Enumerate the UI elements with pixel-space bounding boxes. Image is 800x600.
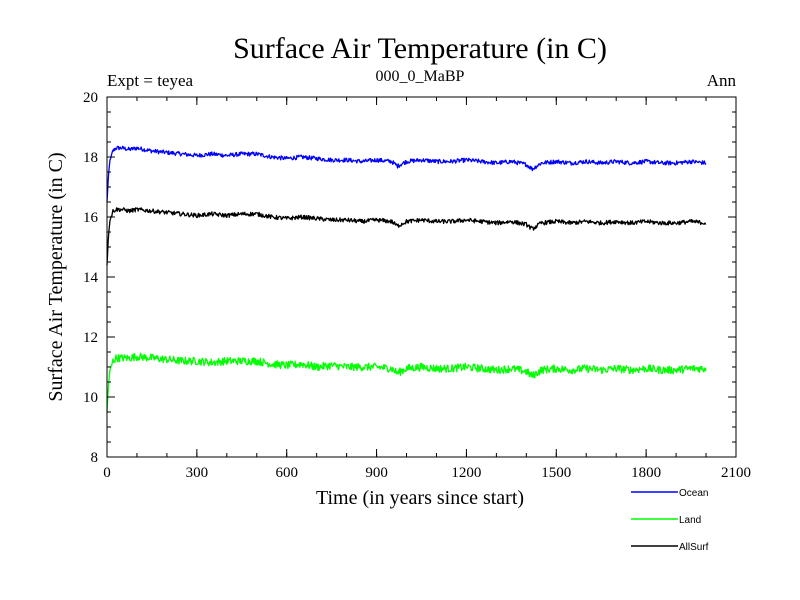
y-tick-label: 16 [83,210,99,226]
experiment-label: Expt = teyea [107,71,194,90]
y-tick-label: 10 [83,390,98,406]
legend: Ocean Land AllSurf [631,488,709,553]
x-tick-label: 900 [365,465,388,481]
y-tick-label: 12 [83,330,98,346]
series-line-allsurf [106,207,707,266]
x-axis-label: Time (in years since start) [316,487,524,509]
x-tick-label: 600 [275,465,298,481]
y-tick-label: 8 [91,450,99,466]
series-line-land [106,352,707,412]
plot-frame [106,96,737,458]
period-label: 000_0_MaBP [376,68,465,85]
y-tick-label: 14 [83,270,99,286]
y-tick-label: 18 [83,150,98,166]
legend-label-ocean: Ocean [679,488,708,499]
x-tick-label: 2100 [721,465,751,481]
x-tick-label: 300 [186,465,209,481]
season-label: Ann [707,71,737,90]
series-line-ocean [106,145,707,202]
legend-label-land: Land [679,515,701,526]
chart-title: Surface Air Temperature (in C) [233,32,607,65]
y-tick-label: 20 [83,90,98,106]
x-tick-label: 1800 [631,465,661,481]
legend-label-allsurf: AllSurf [679,542,709,553]
y-axis-label: Surface Air Temperature (in C) [45,152,67,401]
x-tick-label: 1200 [451,465,481,481]
x-tick-label: 1500 [541,465,571,481]
x-tick-label: 0 [103,465,111,481]
